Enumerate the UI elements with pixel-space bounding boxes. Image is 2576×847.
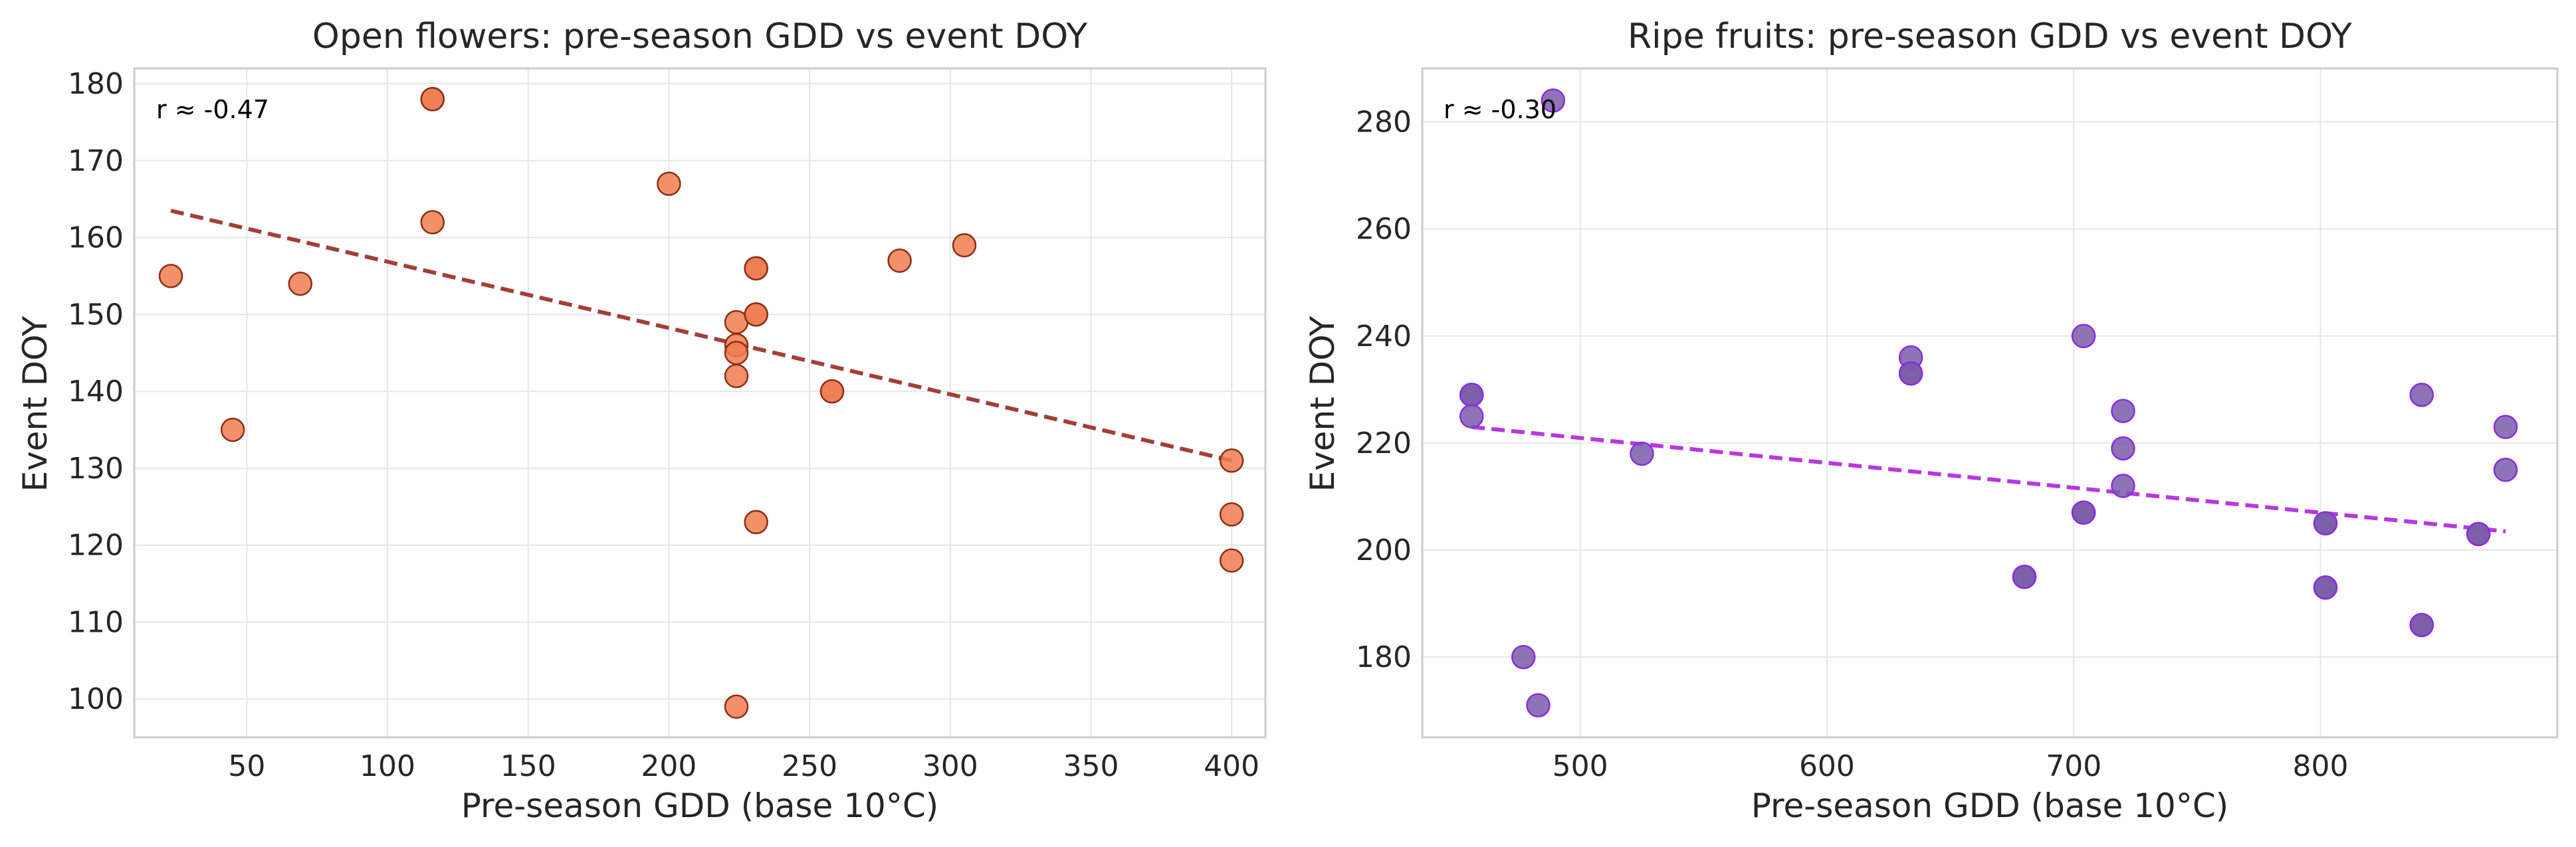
x-tick-label: 400 bbox=[1204, 749, 1259, 783]
data-point bbox=[724, 341, 749, 365]
data-point bbox=[657, 171, 681, 196]
data-point bbox=[724, 363, 749, 389]
x-tick-label: 800 bbox=[2293, 749, 2349, 783]
data-point bbox=[887, 248, 912, 273]
data-point bbox=[2466, 521, 2491, 547]
data-point bbox=[1526, 693, 1551, 717]
trend-layer bbox=[1471, 424, 2506, 533]
data-point bbox=[2313, 511, 2338, 536]
data-point bbox=[288, 271, 313, 296]
data-point bbox=[1219, 448, 1244, 473]
correlation-annotation: r ≈ -0.47 bbox=[156, 95, 269, 124]
data-point bbox=[420, 210, 445, 235]
data-point bbox=[1541, 88, 1566, 113]
data-point bbox=[1630, 441, 1654, 466]
data-point bbox=[1459, 404, 1484, 428]
data-point bbox=[952, 233, 977, 258]
y-axis-label: Event DOY bbox=[1303, 316, 1342, 492]
x-tick-label: 700 bbox=[2046, 749, 2101, 783]
trend-line bbox=[170, 209, 1232, 463]
data-point bbox=[1459, 383, 1484, 407]
correlation-annotation: r ≈ -0.30 bbox=[1444, 95, 1556, 124]
ticks-layer: 500 600 700 800 180 200 220 240 260 280 bbox=[1356, 106, 2349, 783]
points-layer bbox=[1459, 88, 2518, 717]
x-tick-label: 200 bbox=[641, 749, 697, 783]
data-point bbox=[2313, 575, 2338, 600]
data-point bbox=[2012, 565, 2037, 589]
trend-line bbox=[1471, 424, 2506, 533]
data-point bbox=[420, 87, 445, 112]
grid bbox=[134, 68, 1265, 737]
data-point bbox=[2493, 415, 2518, 440]
data-point bbox=[744, 510, 768, 535]
y-tick-label: 240 bbox=[1356, 320, 1412, 353]
trend-layer bbox=[170, 209, 1232, 463]
x-tick-label: 250 bbox=[782, 749, 837, 783]
data-point bbox=[1898, 361, 1923, 386]
points-layer bbox=[158, 87, 1244, 719]
x-tick-label: 350 bbox=[1063, 749, 1119, 783]
grid bbox=[1422, 68, 2557, 737]
x-tick-label: 600 bbox=[1799, 749, 1855, 783]
data-point bbox=[2493, 457, 2518, 482]
y-tick-label: 120 bbox=[68, 529, 124, 563]
data-point bbox=[819, 379, 845, 404]
chart-title: Ripe fruits: pre-season GDD vs event DOY bbox=[1628, 17, 2352, 56]
data-point bbox=[158, 264, 183, 288]
y-tick-label: 100 bbox=[68, 682, 124, 716]
data-point bbox=[724, 694, 749, 719]
ticks-layer: 50 100 150 200 250 300 350 400 100 110 120 130 140 15… bbox=[68, 67, 1259, 783]
x-tick-label: 300 bbox=[922, 749, 978, 783]
data-point bbox=[1511, 644, 1536, 670]
data-point bbox=[2111, 474, 2135, 498]
y-tick-label: 220 bbox=[1356, 426, 1412, 460]
data-point bbox=[1219, 548, 1244, 573]
data-point bbox=[2111, 436, 2135, 461]
data-point bbox=[2071, 324, 2096, 349]
data-point bbox=[744, 256, 768, 281]
y-tick-label: 180 bbox=[68, 67, 124, 101]
y-tick-label: 280 bbox=[1356, 106, 1412, 140]
plot-frame bbox=[1421, 67, 2559, 739]
data-point bbox=[2111, 399, 2135, 423]
data-point bbox=[2409, 612, 2434, 638]
panel-ripe-fruits: Ripe fruits: pre-season GDD vs event DOY… bbox=[1303, 17, 2559, 825]
panel-open-flowers: Open flowers: pre-season GDD vs event DO… bbox=[16, 17, 1267, 825]
y-tick-label: 200 bbox=[1356, 533, 1412, 567]
x-tick-label: 100 bbox=[360, 749, 415, 783]
chart-title: Open flowers: pre-season GDD vs event DO… bbox=[312, 17, 1087, 56]
data-point bbox=[1219, 502, 1244, 527]
y-tick-label: 130 bbox=[68, 452, 124, 486]
y-tick-label: 140 bbox=[68, 375, 124, 409]
y-tick-label: 180 bbox=[1356, 640, 1412, 674]
data-point bbox=[220, 417, 245, 442]
y-axis-label: Event DOY bbox=[16, 316, 54, 492]
y-tick-label: 110 bbox=[68, 605, 124, 639]
y-tick-label: 150 bbox=[68, 298, 124, 331]
data-point bbox=[2409, 383, 2434, 407]
data-point bbox=[2071, 500, 2096, 525]
y-tick-label: 160 bbox=[68, 221, 124, 255]
y-tick-label: 170 bbox=[68, 144, 124, 178]
y-tick-label: 260 bbox=[1356, 213, 1412, 246]
x-tick-label: 150 bbox=[500, 749, 556, 783]
data-point bbox=[744, 302, 768, 327]
x-axis-label: Pre-season GDD (base 10°C) bbox=[1751, 787, 2228, 825]
x-tick-label: 500 bbox=[1553, 749, 1608, 783]
x-tick-label: 50 bbox=[228, 749, 265, 783]
plot-frame bbox=[133, 67, 1267, 739]
x-axis-label: Pre-season GDD (base 10°C) bbox=[461, 787, 938, 825]
